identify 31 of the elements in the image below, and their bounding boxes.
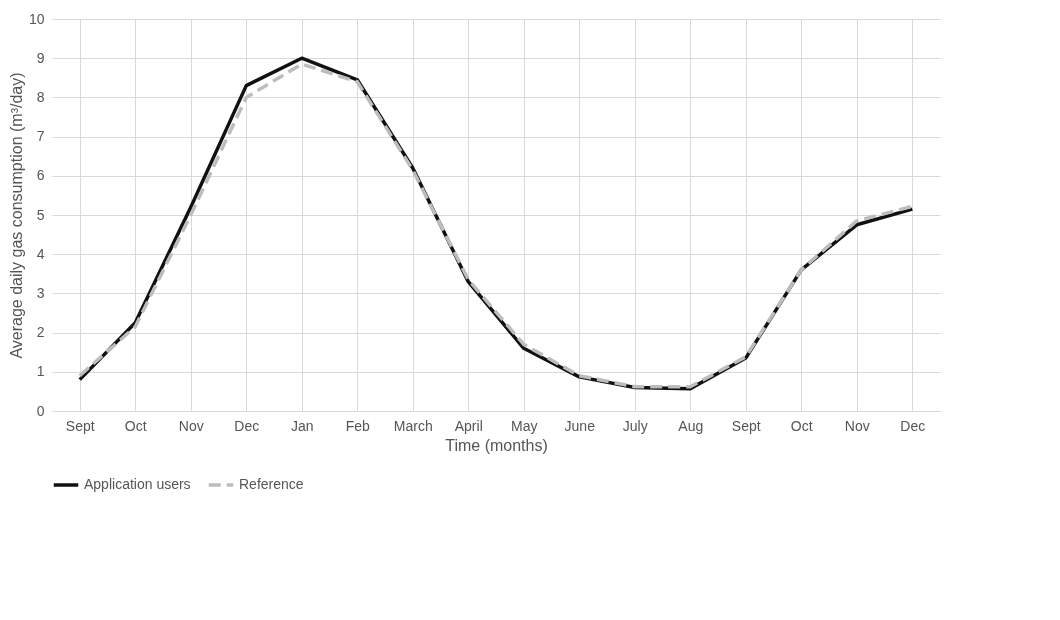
x-tick-label: Sept (731, 417, 761, 434)
x-tick-label: July (622, 417, 648, 434)
x-axis-title: Time (months) (445, 436, 548, 454)
y-tick-label: 2 (36, 324, 45, 341)
y-tick-label: 3 (36, 284, 45, 301)
x-tick-label: Aug (678, 417, 704, 434)
y-tick-label: 0 (36, 402, 45, 419)
x-tick-label: May (511, 417, 538, 434)
x-tick-label: June (564, 417, 596, 434)
legend-label: Application users (84, 476, 191, 492)
x-tick-label: Dec (234, 417, 260, 434)
y-tick-label: 10 (28, 10, 45, 27)
x-tick-label: April (454, 417, 483, 434)
x-tick-label: Feb (345, 417, 371, 434)
y-tick-label: 8 (36, 88, 45, 105)
x-tick-label: Jan (290, 417, 314, 434)
legend-label: Reference (239, 476, 304, 492)
x-tick-label: Nov (178, 417, 204, 434)
y-tick-label: 9 (36, 49, 45, 66)
y-tick-label: 4 (36, 245, 45, 262)
y-axis-title: Average daily gas consumption (m³/day) (7, 72, 25, 359)
x-tick-label: March (393, 417, 433, 434)
y-tick-label: 7 (36, 128, 45, 145)
x-tick-label: Nov (844, 417, 870, 434)
y-tick-label: 5 (36, 206, 45, 223)
x-tick-label: Oct (124, 417, 147, 434)
x-tick-label: Sept (65, 417, 95, 434)
x-tick-label: Dec (900, 417, 926, 434)
x-tick-label: Oct (790, 417, 813, 434)
y-tick-label: 1 (36, 363, 45, 380)
y-tick-label: 6 (36, 167, 45, 184)
